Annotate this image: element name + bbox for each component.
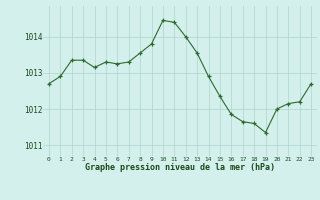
X-axis label: Graphe pression niveau de la mer (hPa): Graphe pression niveau de la mer (hPa) <box>85 163 275 172</box>
